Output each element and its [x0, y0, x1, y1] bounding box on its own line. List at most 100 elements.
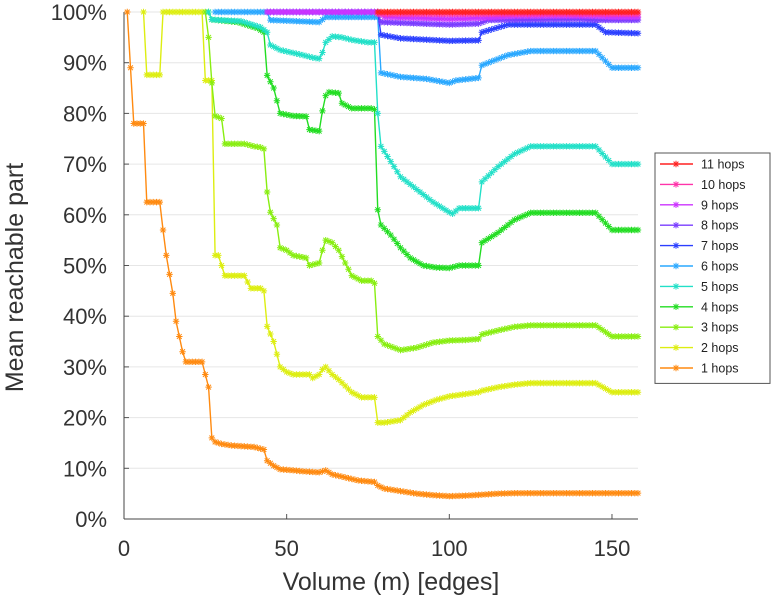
data-point: [582, 8, 590, 16]
data-point: [579, 47, 586, 55]
data-point: [185, 8, 193, 16]
data-point: [572, 47, 580, 55]
data-point: [491, 231, 499, 238]
data-point: [286, 17, 294, 25]
data-point: [517, 49, 525, 56]
data-point: [250, 285, 258, 292]
data-point: [599, 8, 606, 16]
data-point: [384, 19, 391, 26]
data-point: [602, 328, 609, 336]
data-point: [615, 389, 622, 396]
data-point: [312, 127, 320, 134]
data-point: [455, 15, 463, 22]
data-point: [589, 8, 596, 16]
data-point: [436, 202, 443, 210]
legend-marker: [672, 242, 680, 249]
data-point: [576, 489, 583, 497]
data-point: [195, 358, 203, 366]
data-point: [550, 143, 557, 150]
series-lines: [124, 8, 642, 500]
data-point: [433, 37, 440, 44]
data-point: [468, 205, 476, 212]
data-point: [403, 411, 411, 419]
data-point: [263, 29, 271, 36]
data-point: [504, 382, 512, 389]
data-point: [540, 379, 547, 387]
data-point: [381, 340, 388, 348]
data-point: [595, 24, 603, 31]
data-point: [254, 8, 261, 16]
data-point: [299, 8, 307, 16]
data-point: [280, 366, 287, 373]
data-point: [533, 47, 541, 55]
data-point: [215, 252, 222, 259]
data-point: [429, 491, 437, 499]
data-point: [634, 489, 642, 497]
data-point: [374, 419, 381, 426]
data-point: [394, 34, 401, 41]
data-point: [595, 51, 603, 58]
data-point: [276, 363, 284, 371]
data-point: [592, 322, 599, 329]
data-point: [394, 345, 401, 353]
data-point: [550, 21, 557, 28]
data-point: [615, 160, 622, 168]
data-point: [527, 143, 534, 150]
data-point: [208, 434, 216, 442]
data-point: [312, 8, 320, 16]
data-point: [442, 264, 450, 272]
data-point: [420, 20, 427, 27]
data-point: [423, 15, 430, 22]
data-point: [302, 18, 310, 25]
data-point: [403, 35, 411, 42]
y-tick-label: 60%: [63, 203, 107, 228]
data-point: [559, 16, 567, 23]
data-point: [306, 53, 313, 60]
data-point: [293, 17, 300, 25]
data-point: [556, 8, 564, 16]
data-point: [426, 263, 433, 270]
data-point: [566, 209, 573, 216]
data-point: [355, 392, 362, 399]
data-point: [429, 263, 437, 271]
data-point: [410, 256, 417, 263]
data-point: [605, 489, 612, 497]
data-point: [612, 8, 619, 16]
data-point: [163, 8, 170, 16]
data-point: [472, 8, 479, 16]
data-point: [127, 64, 134, 71]
data-point: [342, 101, 349, 109]
data-point: [605, 331, 612, 338]
legend-marker: [672, 283, 680, 290]
data-point: [569, 379, 577, 387]
data-point: [286, 370, 294, 377]
data-point: [511, 21, 518, 28]
data-point: [270, 462, 277, 469]
data-point: [407, 8, 414, 16]
data-point: [550, 379, 557, 387]
data-point: [543, 379, 551, 387]
data-point: [377, 8, 385, 16]
data-point: [397, 8, 404, 16]
data-point: [244, 141, 251, 148]
data-point: [475, 37, 482, 44]
data-point: [455, 391, 463, 399]
data-point: [511, 489, 518, 497]
data-point: [475, 20, 482, 27]
data-point: [566, 21, 573, 28]
data-point: [543, 489, 551, 497]
data-point: [407, 14, 414, 22]
data-point: [374, 110, 381, 117]
data-point: [387, 418, 394, 425]
data-point: [556, 489, 564, 497]
data-point: [260, 26, 268, 33]
data-point: [394, 19, 401, 26]
data-point: [433, 396, 440, 404]
data-point: [420, 191, 427, 198]
data-point: [332, 33, 339, 40]
data-point: [403, 178, 411, 186]
data-point: [491, 8, 499, 16]
data-point: [374, 482, 381, 489]
data-point: [306, 468, 313, 475]
data-point: [231, 17, 238, 24]
